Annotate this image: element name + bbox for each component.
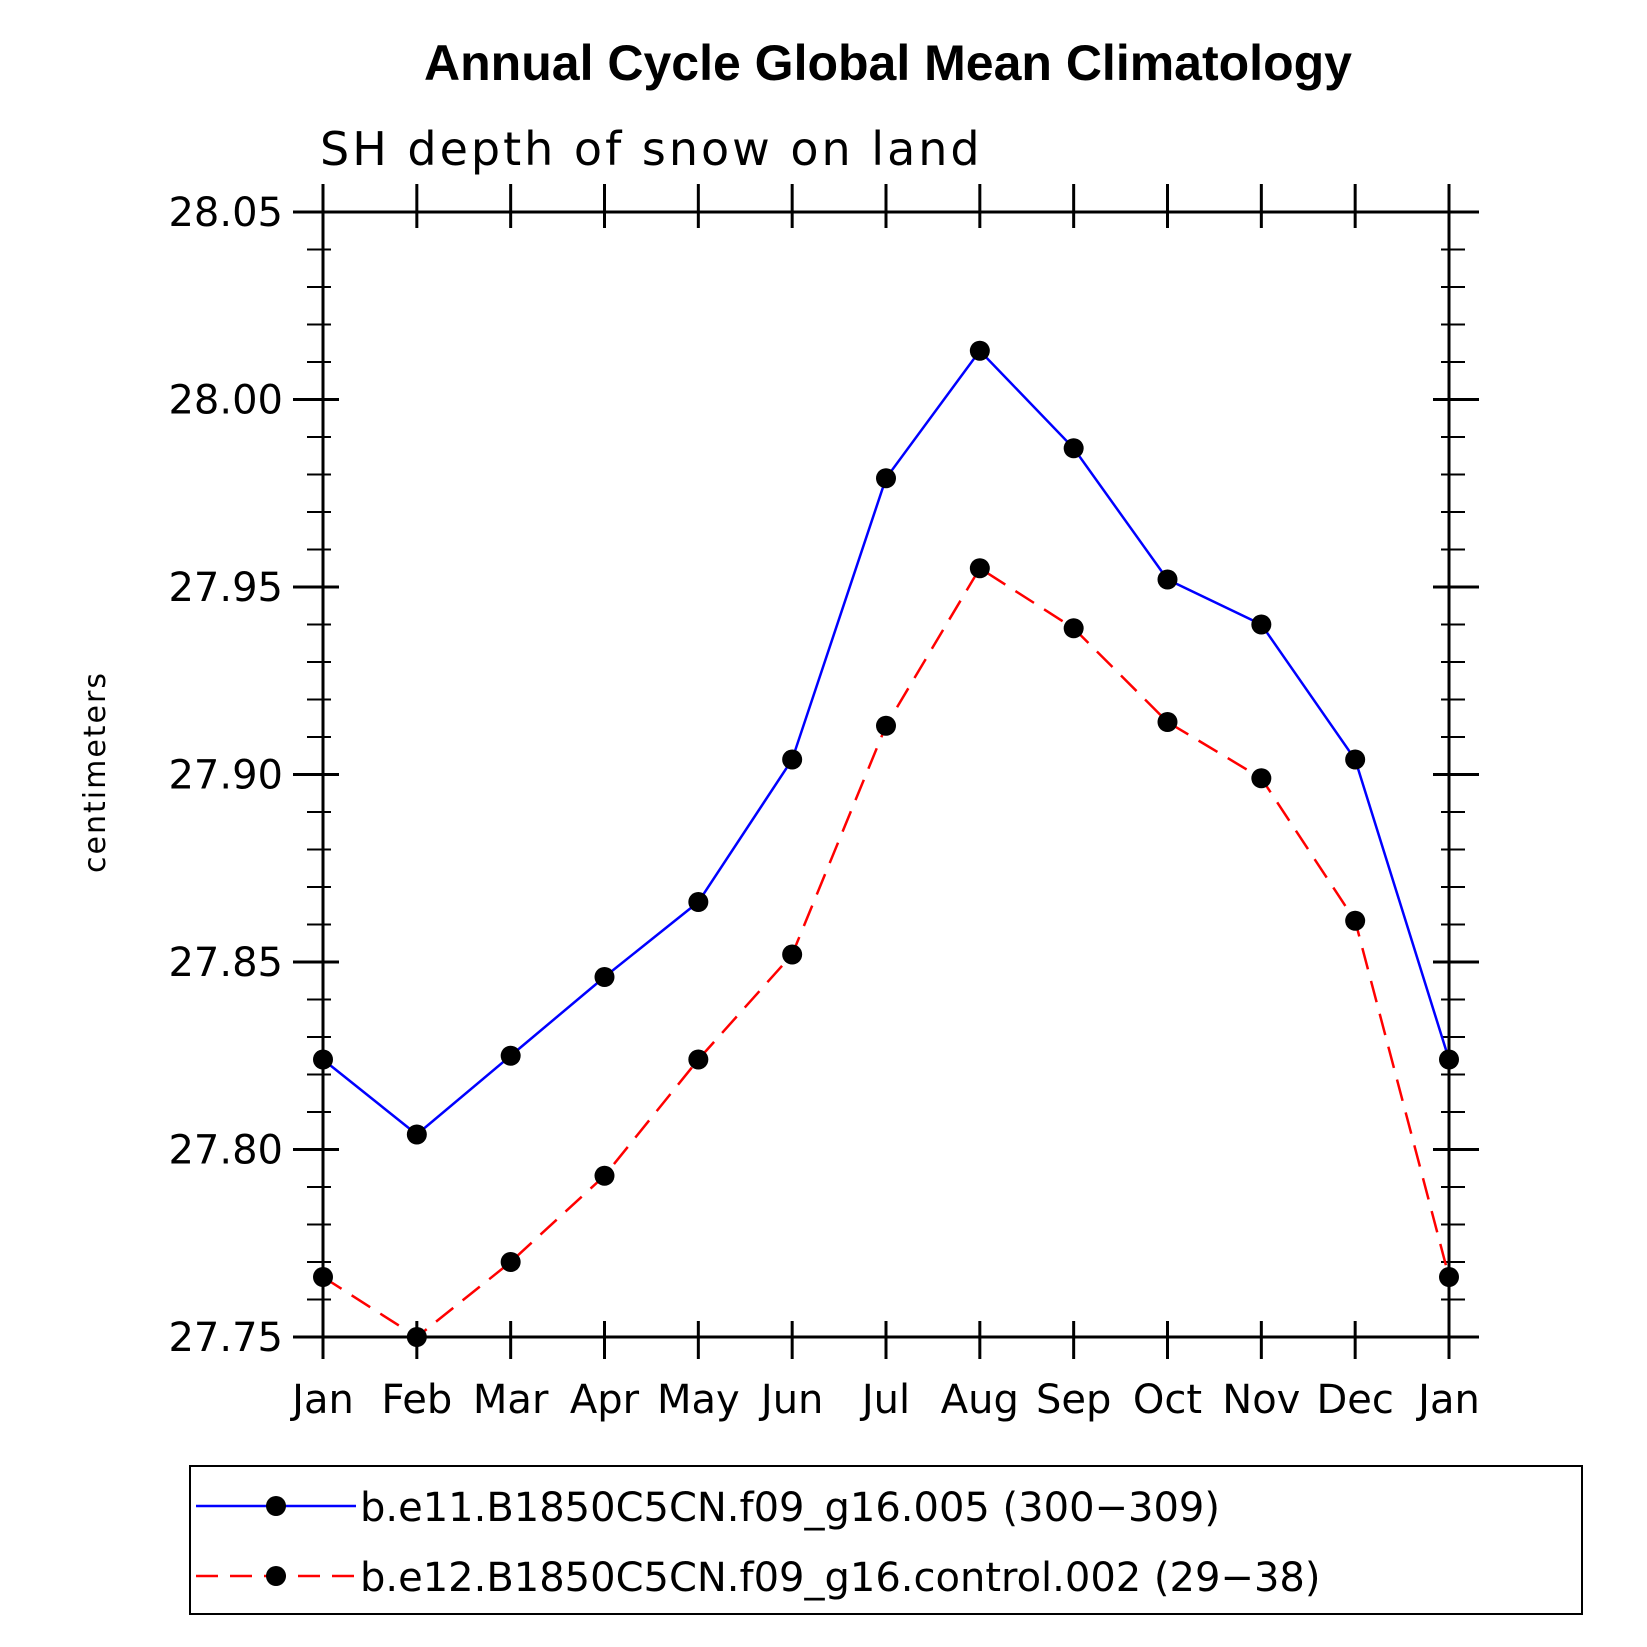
series-line-2 xyxy=(322,566,1451,1339)
axes: Jan Feb Mar Apr May Jun Jul Aug Sep Oct Nov Dec Jan2… xyxy=(168,184,1480,1423)
x-tick-label: Feb xyxy=(381,1377,452,1423)
x-tick-label: Jan xyxy=(1415,1377,1480,1423)
x-tick-label: Jun xyxy=(758,1377,824,1423)
y-tick-label: 27.95 xyxy=(168,565,283,611)
series-1-point xyxy=(1345,749,1366,770)
chart-title: Annual Cycle Global Mean Climatology xyxy=(424,35,1352,91)
x-tick-label: Jul xyxy=(859,1377,910,1423)
plot-frame xyxy=(321,210,1451,1339)
x-tick-label: Mar xyxy=(473,1377,549,1423)
series-1-point xyxy=(688,892,709,912)
series-1-point xyxy=(1063,438,1084,459)
series-1-point xyxy=(1157,569,1178,590)
y-tick-label: 28.05 xyxy=(168,190,283,236)
series-2-point xyxy=(1063,618,1084,639)
series-1-point xyxy=(406,1124,427,1145)
series-2-point xyxy=(969,558,990,579)
series-2-point xyxy=(594,1165,615,1186)
legend-marker-1 xyxy=(266,1496,286,1516)
y-tick-label: 27.85 xyxy=(168,940,283,986)
legend-label-2: b.e12.B1850C5CN.f09_g16.control.002 (29−… xyxy=(360,1555,1320,1601)
x-tick-label: Sep xyxy=(1036,1377,1111,1423)
y-tick-label: 28.00 xyxy=(168,378,283,424)
series-2-point xyxy=(1345,910,1366,931)
x-tick-label: Oct xyxy=(1133,1377,1202,1423)
series-2-point xyxy=(1251,768,1272,789)
y-tick-label: 27.90 xyxy=(168,753,283,799)
series-2-point xyxy=(782,944,803,965)
y-tick-label: 27.75 xyxy=(168,1315,283,1361)
y-tick-label: 27.80 xyxy=(168,1128,283,1174)
x-tick-label: May xyxy=(657,1377,740,1423)
x-tick-label: Apr xyxy=(570,1377,640,1423)
x-tick-label: Nov xyxy=(1222,1377,1300,1423)
series-1-point xyxy=(782,749,803,770)
series-1-point xyxy=(876,468,896,489)
x-tick-label: Jan xyxy=(289,1377,354,1423)
series-2-point xyxy=(1157,712,1178,732)
y-axis-label: centimeters xyxy=(78,671,113,873)
series-layer xyxy=(313,340,1459,1347)
series-2-point xyxy=(876,715,896,736)
legend-marker-2 xyxy=(266,1566,286,1586)
series-2-point xyxy=(500,1252,521,1272)
series-1-point xyxy=(1251,614,1272,635)
chart-subtitle: SH depth of snow on land xyxy=(320,122,983,176)
legend-label-1: b.e11.B1850C5CN.f09_g16.005 (300−309) xyxy=(360,1485,1220,1531)
legend: b.e11.B1850C5CN.f09_g16.005 (300−309) b.e… xyxy=(189,1465,1583,1615)
x-tick-label: Aug xyxy=(941,1377,1019,1423)
series-1-point xyxy=(594,967,615,987)
x-tick-label: Dec xyxy=(1316,1377,1393,1423)
series-2-point xyxy=(688,1049,709,1070)
series-1-point xyxy=(969,340,990,361)
legend-box xyxy=(189,1465,1583,1615)
series-1-point xyxy=(500,1045,521,1066)
